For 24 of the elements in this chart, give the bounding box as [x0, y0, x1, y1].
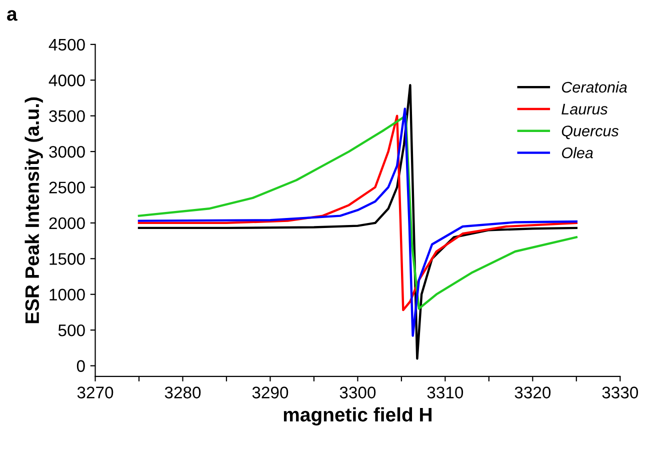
legend-label: Olea: [562, 147, 593, 158]
x-tick-label: 3270: [77, 386, 114, 398]
text: a: [7, 10, 18, 21]
y-tick-label: 4000: [48, 74, 85, 86]
y-tick-label: 4500: [48, 38, 85, 51]
x-tick-label: 3290: [252, 386, 288, 398]
x-tick-label: 3300: [340, 386, 376, 398]
y-tick-label: 1500: [50, 253, 85, 265]
y-tick-label: 2500: [49, 182, 85, 194]
legend-label: Ceratonia: [562, 81, 627, 93]
y-tick-label: 1000: [50, 288, 85, 301]
x-tick-label: 3330: [602, 386, 638, 398]
x-tick-label: 3320: [514, 386, 551, 398]
x-axis-title: magnetic field H: [284, 407, 432, 426]
y-tick-label: 0: [76, 360, 85, 372]
legend-label: Quercus: [562, 126, 619, 140]
y-tick-label: 2000: [49, 217, 85, 230]
y-tick-label: 3500: [49, 110, 85, 122]
x-tick-label: 3310: [427, 386, 464, 398]
legend-label: Laurus: [562, 104, 608, 115]
y-axis-title: ESR Peak Intensity (a.u.): [24, 97, 43, 324]
x-tick-label: 3280: [164, 386, 201, 398]
y-tick-label: 3000: [49, 146, 85, 158]
y-tick-label: 500: [58, 324, 85, 336]
